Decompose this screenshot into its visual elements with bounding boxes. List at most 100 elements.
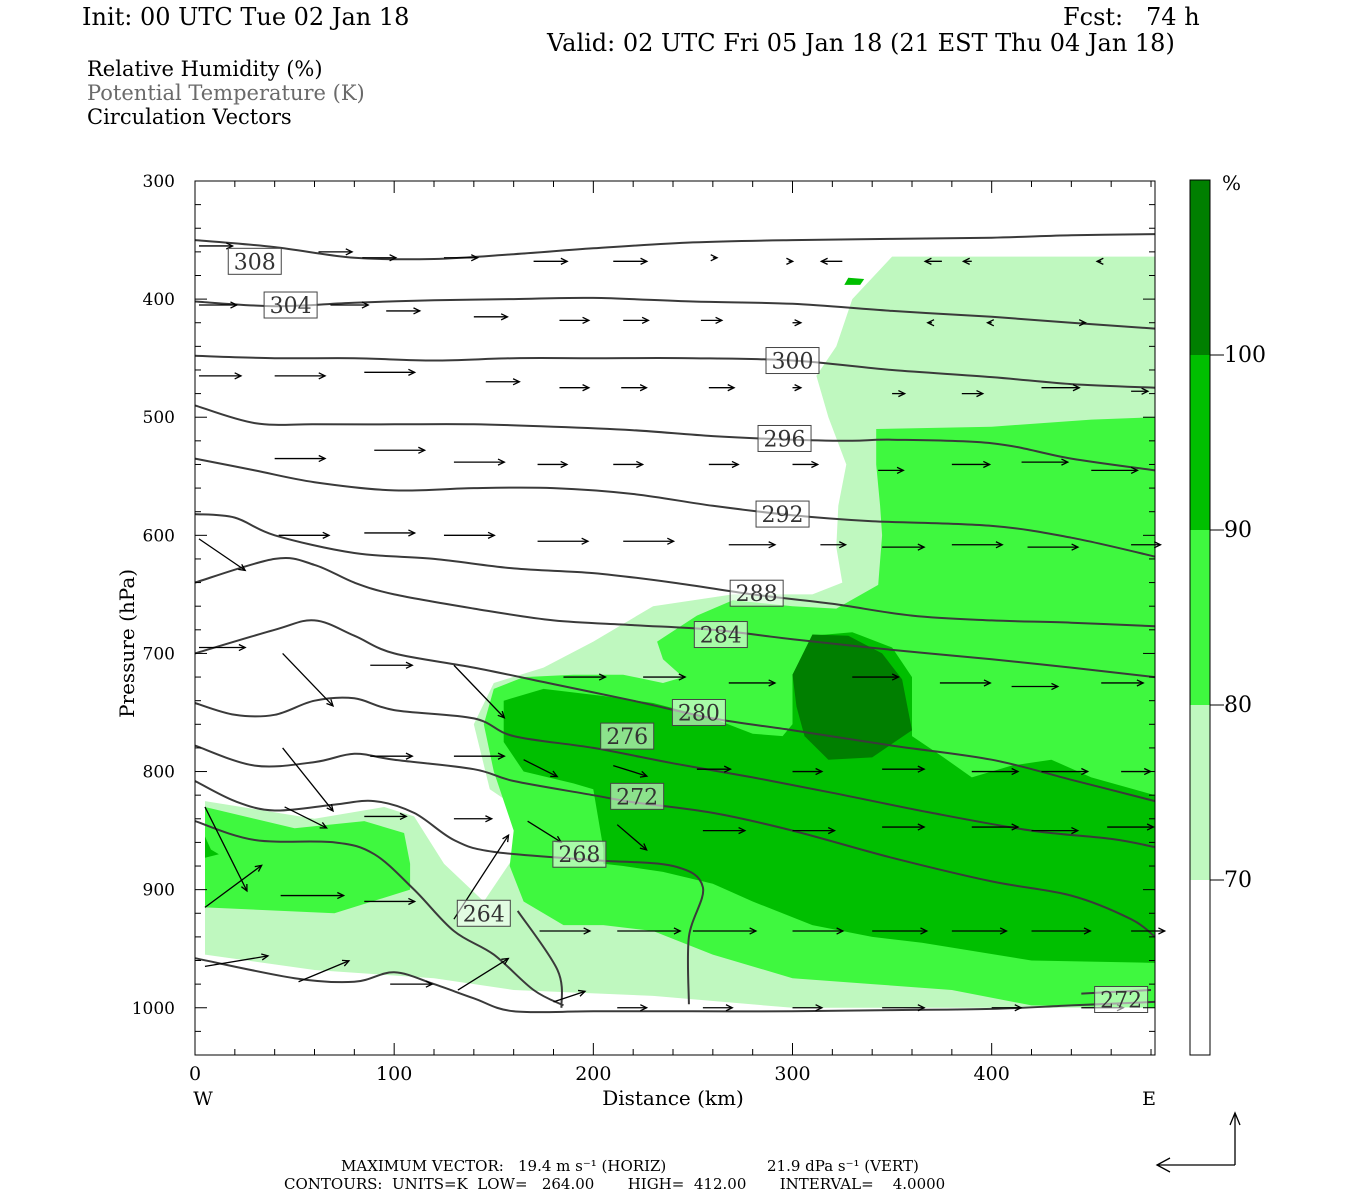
theta-label-308: 308 bbox=[234, 250, 276, 275]
vector-head bbox=[337, 891, 346, 900]
legend-circulation-vectors: Circulation Vectors bbox=[87, 105, 292, 129]
theta-label-box-264 bbox=[456, 899, 511, 927]
colorbar: 70 80 90 100% bbox=[1189, 171, 1266, 1056]
vector-head bbox=[497, 710, 506, 719]
vector-head bbox=[1072, 384, 1081, 392]
circulation-vector bbox=[198, 538, 247, 572]
circulation-vector bbox=[951, 541, 1004, 549]
vector-head bbox=[550, 770, 559, 778]
vector-head bbox=[405, 752, 414, 760]
theta-label-272: 272 bbox=[616, 785, 658, 810]
circulation-vector bbox=[792, 826, 837, 835]
colorbar-label-70: 70 bbox=[1224, 868, 1252, 893]
vector-head bbox=[1095, 257, 1104, 265]
rh-region-90-3 bbox=[503, 632, 1155, 963]
x-tick-label: 200 bbox=[575, 1063, 611, 1085]
theta-contour-300-2 bbox=[194, 354, 1156, 389]
circulation-vector bbox=[1011, 682, 1060, 691]
max-vector-label: MAXIMUM VECTOR: bbox=[341, 1157, 504, 1175]
vector-head bbox=[234, 372, 243, 380]
theta-contour-264-11 bbox=[194, 820, 564, 1007]
contour-label-layer: 308 304 300 296 292 288 284 280 276 272 268 264 272 bbox=[227, 247, 1149, 1013]
max-vector-vert: 21.9 dPa s⁻¹ (VERT) bbox=[767, 1157, 919, 1175]
circulation-vector bbox=[985, 319, 995, 327]
vector-head bbox=[322, 531, 331, 539]
vector-head bbox=[999, 927, 1008, 935]
circulation-vector bbox=[708, 460, 740, 469]
theta-label-264: 264 bbox=[463, 902, 505, 927]
circulation-vector bbox=[443, 254, 480, 262]
circulation-vector bbox=[700, 316, 724, 324]
x-tick-label: 100 bbox=[376, 1063, 412, 1085]
circulation-vector bbox=[939, 679, 992, 687]
vector-head bbox=[923, 257, 932, 265]
circulation-vector bbox=[971, 823, 1020, 831]
colorbar-label-90: 90 bbox=[1224, 518, 1252, 543]
vector-head bbox=[405, 661, 414, 669]
vector-head bbox=[598, 673, 607, 681]
vector-head bbox=[1071, 826, 1080, 835]
theta-contour-292-4 bbox=[194, 457, 1156, 558]
vector-head bbox=[497, 458, 506, 466]
circulation-vector bbox=[198, 301, 239, 309]
colorbar-label-100: 100 bbox=[1224, 343, 1266, 368]
x-tick-label: 400 bbox=[974, 1063, 1010, 1085]
vector-head bbox=[815, 1004, 824, 1012]
circulation-vector bbox=[204, 864, 263, 908]
vector-head bbox=[667, 537, 676, 545]
vector-head bbox=[500, 313, 509, 321]
circulation-vector bbox=[457, 957, 510, 991]
theta-label-304: 304 bbox=[270, 294, 312, 319]
west-label: W bbox=[193, 1088, 213, 1110]
vector-shaft bbox=[553, 990, 586, 1003]
vector-shaft bbox=[204, 955, 269, 968]
circulation-vector bbox=[617, 1004, 649, 1012]
theta-label-box-296 bbox=[757, 424, 812, 452]
circulation-vector bbox=[370, 752, 414, 760]
vector-head bbox=[1014, 1004, 1023, 1012]
circulation-vector bbox=[623, 316, 650, 324]
vector-head bbox=[794, 319, 803, 327]
y-tick-label: 900 bbox=[143, 881, 175, 901]
circulation-vector bbox=[951, 927, 1008, 935]
vector-head bbox=[560, 460, 569, 469]
vector-head bbox=[1011, 767, 1020, 776]
vector-head bbox=[1083, 927, 1092, 935]
vector-head bbox=[636, 460, 645, 469]
vector-shaft bbox=[282, 747, 334, 812]
vector-head bbox=[399, 812, 408, 821]
vector-head bbox=[836, 927, 845, 935]
max-vector-horiz: 19.4 m s⁻¹ (HORIZ) bbox=[518, 1157, 667, 1175]
theta-label-288: 288 bbox=[736, 582, 778, 607]
vector-head bbox=[345, 248, 354, 256]
vector-shaft bbox=[453, 664, 505, 719]
circulation-vector bbox=[374, 446, 427, 454]
theta-label-box-304 bbox=[263, 291, 318, 319]
vector-head bbox=[326, 803, 334, 813]
theta-contour-268-10 bbox=[194, 780, 705, 1005]
vector-head bbox=[326, 699, 335, 708]
y-axis-label: Pressure (hPa) bbox=[115, 569, 139, 718]
circulation-vector bbox=[792, 767, 824, 776]
vector-head bbox=[640, 1004, 649, 1012]
theta-label-box-292 bbox=[755, 500, 810, 528]
vector-head bbox=[768, 679, 777, 687]
colorbar-band-70 bbox=[1190, 705, 1210, 880]
x-tick-label: 0 bbox=[189, 1063, 201, 1085]
circulation-vector bbox=[453, 458, 506, 466]
vector-head bbox=[1081, 767, 1090, 776]
circulation-vector bbox=[961, 389, 985, 398]
circulation-vector bbox=[708, 384, 736, 392]
circulation-vector bbox=[1101, 679, 1145, 687]
circulation-vector bbox=[623, 537, 676, 545]
circulation-vector bbox=[882, 823, 926, 831]
vector-head bbox=[241, 883, 248, 893]
circulation-vector bbox=[1131, 541, 1162, 549]
vector-head bbox=[254, 864, 263, 872]
valid-time: Valid: 02 UTC Fri 05 Jan 18 (21 EST Thu … bbox=[547, 29, 1175, 57]
vector-head bbox=[839, 541, 848, 549]
vector-head bbox=[811, 460, 820, 469]
circulation-vector bbox=[792, 927, 845, 935]
rh-region-90-4 bbox=[205, 836, 219, 858]
vector-head bbox=[917, 765, 926, 773]
